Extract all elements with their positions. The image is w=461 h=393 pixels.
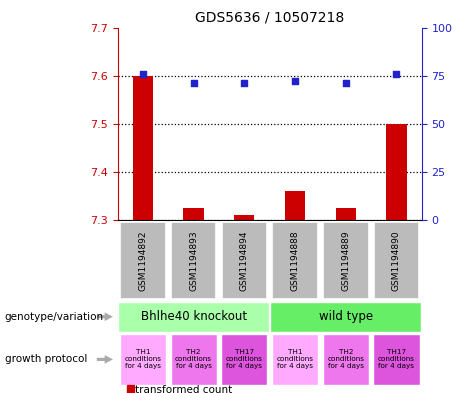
Text: TH17
conditions
for 4 days: TH17 conditions for 4 days <box>226 349 263 369</box>
Text: TH2
conditions
for 4 days: TH2 conditions for 4 days <box>327 349 364 369</box>
Text: GSM1194888: GSM1194888 <box>290 230 300 291</box>
Text: transformed count: transformed count <box>135 385 232 393</box>
Bar <box>120 334 166 385</box>
Point <box>342 80 349 86</box>
Bar <box>373 222 420 299</box>
Bar <box>272 222 318 299</box>
Bar <box>120 222 166 299</box>
Bar <box>386 124 407 220</box>
Text: GSM1194894: GSM1194894 <box>240 230 249 290</box>
Bar <box>373 334 420 385</box>
Bar <box>336 208 356 220</box>
Bar <box>171 334 217 385</box>
Text: TH1
conditions
for 4 days: TH1 conditions for 4 days <box>124 349 161 369</box>
Text: GSM1194890: GSM1194890 <box>392 230 401 291</box>
Text: Bhlhe40 knockout: Bhlhe40 knockout <box>141 310 247 323</box>
Point <box>190 80 197 86</box>
Text: TH17
conditions
for 4 days: TH17 conditions for 4 days <box>378 349 415 369</box>
Point <box>393 71 400 77</box>
Text: genotype/variation: genotype/variation <box>5 312 104 322</box>
Bar <box>272 334 318 385</box>
Point <box>291 78 299 84</box>
Bar <box>285 191 305 220</box>
Bar <box>221 334 267 385</box>
Bar <box>171 222 217 299</box>
Bar <box>183 208 204 220</box>
Text: TH1
conditions
for 4 days: TH1 conditions for 4 days <box>277 349 313 369</box>
Point <box>139 71 147 77</box>
Bar <box>270 302 421 332</box>
Text: GSM1194893: GSM1194893 <box>189 230 198 291</box>
Title: GDS5636 / 10507218: GDS5636 / 10507218 <box>195 11 344 25</box>
Bar <box>221 222 267 299</box>
Bar <box>234 215 254 220</box>
Bar <box>323 334 369 385</box>
Bar <box>133 75 153 220</box>
Bar <box>118 302 269 332</box>
Text: GSM1194892: GSM1194892 <box>138 230 148 290</box>
Text: GSM1194889: GSM1194889 <box>341 230 350 291</box>
Text: TH2
conditions
for 4 days: TH2 conditions for 4 days <box>175 349 212 369</box>
Bar <box>323 222 369 299</box>
Point <box>241 80 248 86</box>
Text: wild type: wild type <box>319 310 373 323</box>
Text: growth protocol: growth protocol <box>5 354 87 364</box>
